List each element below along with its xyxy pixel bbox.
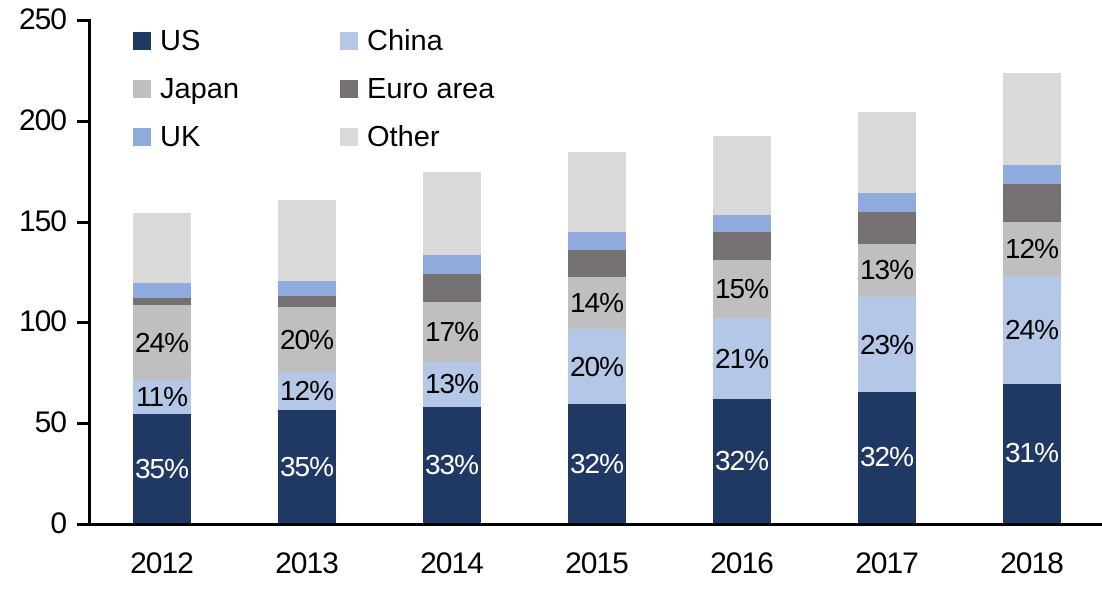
bar-segment-other-2015 <box>567 152 626 232</box>
y-axis-tick-mark <box>77 321 88 325</box>
bar-segment-uk-2012 <box>132 283 191 299</box>
bar-segment-japan-2014 <box>422 302 481 362</box>
bar-segment-china-2013 <box>277 371 336 411</box>
bar-segment-euro-area-2015 <box>567 249 626 278</box>
y-axis-tick-label: 150 <box>18 204 67 238</box>
bar-segment-us-2018 <box>1002 383 1061 523</box>
legend-label: Euro area <box>367 72 495 105</box>
legend-item-us: US <box>133 26 200 55</box>
x-axis-category-label: 2014 <box>420 547 484 580</box>
bar-segment-other-2017 <box>857 111 916 194</box>
x-axis-line <box>78 523 1102 526</box>
bar-segment-other-2013 <box>277 200 336 282</box>
bar-segment-uk-2017 <box>857 193 916 212</box>
y-axis-tick-label: 50 <box>34 406 67 440</box>
y-axis-tick-label: 0 <box>50 507 67 540</box>
bar-segment-china-2017 <box>857 297 916 392</box>
y-axis-tick-mark <box>77 19 88 22</box>
bar-segment-china-2012 <box>132 379 191 415</box>
bar-segment-us-2014 <box>422 407 481 523</box>
legend-item-uk: UK <box>133 122 200 151</box>
legend-label: Other <box>367 120 440 153</box>
y-axis-tick-label: 100 <box>18 305 67 339</box>
legend-label: UK <box>160 120 201 153</box>
y-axis-tick-mark <box>77 220 88 224</box>
bar-segment-japan-2016 <box>712 259 771 319</box>
legend-item-other: Other <box>340 122 440 151</box>
bar-segment-uk-2013 <box>277 281 336 297</box>
legend-label: China <box>367 24 443 57</box>
bar-segment-china-2018 <box>1002 276 1061 384</box>
bar-segment-euro-area-2012 <box>132 298 191 306</box>
legend-swatch-icon <box>340 32 358 50</box>
bar-segment-japan-2018 <box>1002 221 1061 277</box>
bar-segment-euro-area-2018 <box>1002 184 1061 222</box>
legend-swatch-icon <box>340 128 358 146</box>
bar-segment-uk-2014 <box>422 254 481 274</box>
legend-swatch-icon <box>133 128 151 146</box>
y-axis-tick-mark <box>77 119 88 123</box>
y-axis-tick-mark <box>77 422 88 426</box>
legend-swatch-icon <box>340 80 358 98</box>
bar-segment-china-2015 <box>567 329 626 405</box>
bar-segment-us-2016 <box>712 399 771 523</box>
x-axis-category-label: 2017 <box>855 547 919 580</box>
bar-segment-us-2015 <box>567 404 626 523</box>
bar-segment-uk-2018 <box>1002 165 1061 185</box>
bar-segment-japan-2017 <box>857 243 916 298</box>
bar-segment-euro-area-2016 <box>712 231 771 260</box>
bar-segment-euro-area-2013 <box>277 296 336 308</box>
bar-segment-japan-2013 <box>277 307 336 372</box>
legend-swatch-icon <box>133 80 151 98</box>
bar-segment-euro-area-2017 <box>857 211 916 244</box>
bar-segment-other-2016 <box>712 135 771 215</box>
legend-item-japan: Japan <box>133 74 239 103</box>
x-axis-category-label: 2018 <box>1000 547 1064 580</box>
legend-label: Japan <box>160 72 240 105</box>
bar-segment-us-2013 <box>277 410 336 523</box>
bar-segment-other-2014 <box>422 172 481 255</box>
bar-segment-uk-2015 <box>567 231 626 250</box>
x-axis-category-label: 2015 <box>565 547 629 580</box>
bar-segment-japan-2012 <box>132 305 191 380</box>
legend-item-euro-area: Euro area <box>340 74 494 103</box>
bar-segment-china-2014 <box>422 361 481 408</box>
bar-segment-euro-area-2014 <box>422 274 481 303</box>
bar-segment-other-2018 <box>1002 73 1061 166</box>
y-axis-line <box>88 19 91 526</box>
x-axis-category-label: 2016 <box>710 547 774 580</box>
bar-segment-us-2017 <box>857 391 916 523</box>
bar-segment-other-2012 <box>132 212 191 284</box>
y-axis-tick-label: 250 <box>18 3 67 36</box>
x-axis-category-label: 2012 <box>130 547 194 580</box>
bar-segment-uk-2016 <box>712 214 771 232</box>
legend-label: US <box>160 24 201 57</box>
bar-segment-china-2016 <box>712 318 771 399</box>
x-axis-category-label: 2013 <box>275 547 339 580</box>
bar-segment-us-2012 <box>132 414 191 523</box>
legend-item-china: China <box>340 26 443 55</box>
y-axis-tick-label: 200 <box>18 103 67 137</box>
bar-segment-japan-2015 <box>567 277 626 330</box>
legend-swatch-icon <box>133 32 151 50</box>
